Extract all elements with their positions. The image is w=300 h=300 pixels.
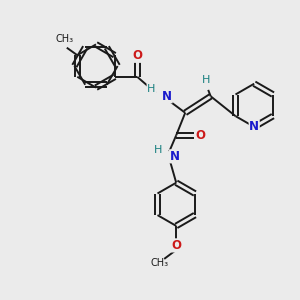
Text: N: N [169, 150, 180, 163]
Text: H: H [202, 75, 210, 85]
Text: H: H [154, 145, 162, 155]
Text: N: N [249, 120, 259, 134]
Text: CH₃: CH₃ [151, 258, 169, 268]
Text: H: H [147, 84, 155, 94]
Text: O: O [171, 239, 181, 252]
Text: CH₃: CH₃ [56, 34, 74, 44]
Text: O: O [195, 129, 205, 142]
Text: N: N [162, 90, 172, 103]
Text: O: O [132, 49, 142, 62]
